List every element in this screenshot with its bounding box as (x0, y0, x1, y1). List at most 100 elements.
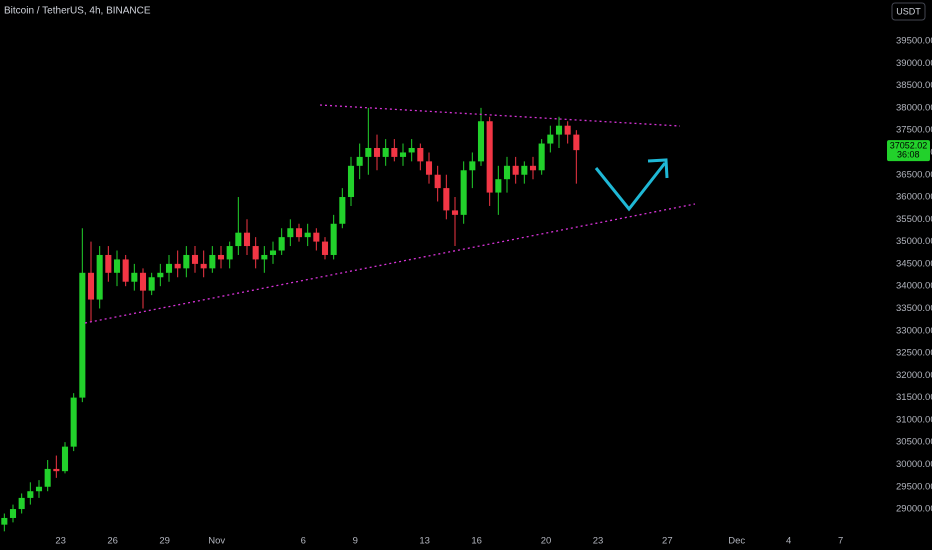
y-tick-label: 39000.00 (896, 58, 932, 69)
candle-body (399, 152, 407, 157)
x-tick-label: 29 (159, 536, 170, 547)
y-tick-label: 39500.00 (896, 36, 932, 47)
candle-body (417, 147, 424, 162)
candle-body (287, 228, 294, 238)
y-tick-label: 35000.00 (896, 236, 932, 247)
y-tick-label: 30500.00 (896, 437, 932, 448)
candle-body (295, 228, 303, 238)
y-tick-label: 37500.00 (896, 125, 932, 136)
candle-body (495, 179, 502, 193)
candle-body (555, 125, 563, 135)
candle-body (252, 246, 259, 260)
currency-label[interactable]: USDT (896, 6, 921, 16)
y-tick-label: 38500.00 (896, 80, 932, 91)
upper-trendline (319, 104, 681, 127)
x-tick-label: Dec (728, 536, 745, 547)
candle-body (469, 161, 476, 171)
candle-body (278, 237, 285, 251)
y-tick-label: 33500.00 (896, 303, 932, 314)
x-tick-label: Nov (208, 536, 225, 547)
candle-body (521, 165, 528, 175)
candle-body (486, 121, 493, 193)
y-tick-label: 32500.00 (896, 348, 932, 359)
candle-body (191, 254, 199, 264)
candle-body (538, 143, 545, 171)
candle-body (269, 250, 277, 255)
y-tick-label: 38000.00 (896, 102, 932, 113)
candle-body (503, 165, 511, 180)
candle-body (174, 263, 181, 269)
candle-body (226, 246, 233, 260)
candle-body (564, 125, 571, 135)
candle-body (434, 174, 441, 189)
candle-body (573, 134, 580, 151)
candle-body (330, 223, 337, 255)
arrow-head (647, 158, 669, 179)
x-tick-label: 13 (419, 536, 430, 547)
y-tick-label: 29000.00 (896, 504, 932, 515)
candle-body (157, 272, 164, 278)
candle-body (87, 272, 95, 300)
candle-body (529, 165, 537, 171)
y-tick-label: 36500.00 (896, 169, 932, 180)
candle-body (53, 468, 60, 472)
y-tick-label: 33000.00 (896, 325, 932, 336)
candle-body (243, 232, 251, 247)
y-tick-label: 30000.00 (896, 459, 932, 470)
candle-body (443, 188, 450, 211)
candle-body (408, 147, 415, 153)
y-tick-label: 36000.00 (896, 192, 932, 203)
candle-body (209, 254, 216, 269)
x-tick-label: 9 (353, 536, 358, 547)
y-tick-label: 34500.00 (896, 258, 932, 269)
candle-body (547, 134, 554, 144)
symbol-title: Bitcoin / TetherUS, 4h, BINANCE (4, 6, 151, 17)
candle-body (183, 254, 190, 269)
candle-body (261, 254, 268, 260)
candle-body (304, 232, 311, 238)
candle-body (35, 486, 43, 492)
y-tick-label: 31500.00 (896, 392, 932, 403)
candle-body (122, 259, 129, 282)
candle-body (339, 197, 346, 224)
candle-body (27, 491, 34, 498)
candle-body (61, 446, 69, 472)
candle-body (18, 497, 25, 510)
y-tick-label: 31000.00 (896, 414, 932, 425)
candle-body (356, 156, 363, 166)
candle-body (113, 259, 121, 273)
candle-body (425, 161, 433, 175)
candle-body (313, 232, 320, 242)
y-tick-label: 35500.00 (896, 214, 932, 225)
x-tick-label: 23 (55, 536, 66, 547)
projection-arrow (594, 162, 667, 212)
candle-body (105, 254, 112, 273)
y-tick-label: 29500.00 (896, 481, 932, 492)
candle-body (44, 468, 51, 487)
candle-body (460, 170, 467, 215)
x-tick-label: 16 (471, 536, 482, 547)
x-tick-label: 26 (107, 536, 118, 547)
x-tick-label: 7 (838, 536, 843, 547)
y-tick-label: 32000.00 (896, 370, 932, 381)
x-tick-label: 20 (541, 536, 552, 547)
candle-body (382, 147, 389, 157)
candle-body (96, 254, 103, 300)
candle-body (165, 263, 173, 273)
candle-body (321, 241, 329, 255)
x-tick-label: 27 (662, 536, 673, 547)
x-tick-label: 6 (301, 536, 306, 547)
x-tick-label: 23 (593, 536, 604, 547)
candle-body (9, 509, 17, 518)
candle-body (235, 232, 242, 247)
candle-body (148, 277, 155, 291)
candles (1, 107, 580, 532)
candle-body (200, 263, 207, 269)
candle-body (70, 397, 77, 447)
last-price-label: 37052.02 (890, 141, 928, 151)
x-tick-label: 4 (786, 536, 791, 547)
candle-body (512, 165, 519, 175)
currency-button[interactable] (891, 2, 926, 21)
